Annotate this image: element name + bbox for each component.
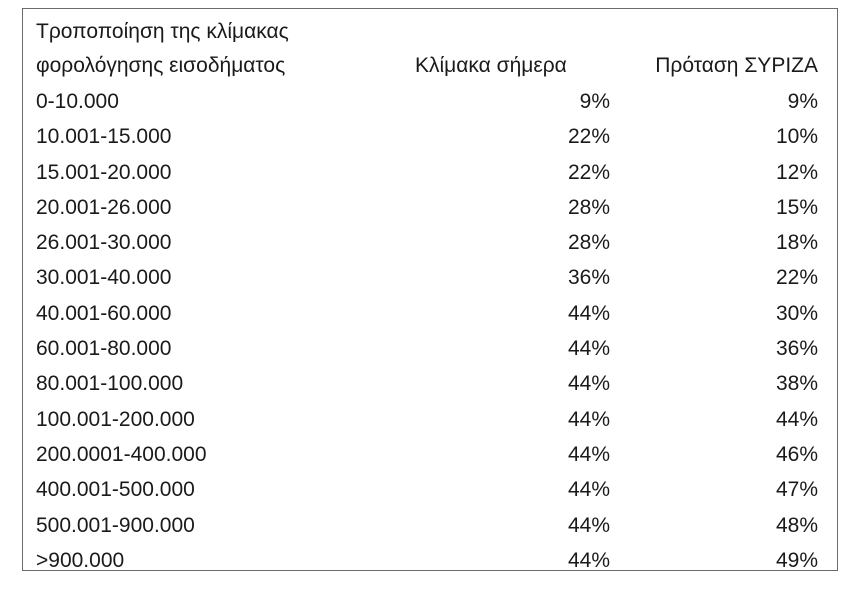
- table-row: 500.001-900.000 44% 48%: [23, 508, 837, 543]
- cell-proposed-rate: 30%: [775, 301, 818, 325]
- cell-income-range: 100.001-200.000: [36, 407, 195, 431]
- header-income-range-line2: φορολόγησης εισοδήματος: [36, 54, 286, 77]
- cell-income-range: 400.001-500.000: [36, 478, 195, 502]
- cell-proposed-rate: 22%: [775, 266, 818, 290]
- cell-income-range: 200.0001-400.000: [36, 442, 207, 466]
- table-row: 80.001-100.000 44% 38%: [23, 366, 837, 401]
- cell-current-rate: 44%: [567, 478, 610, 502]
- cell-proposed-rate: 12%: [775, 160, 818, 184]
- cell-income-range: >900.000: [36, 548, 125, 572]
- cell-income-range: 80.001-100.000: [36, 372, 184, 396]
- cell-income-range: 20.001-26.000: [36, 195, 172, 219]
- cell-proposed-rate: 10%: [775, 125, 818, 149]
- cell-current-rate: 44%: [567, 372, 610, 396]
- table-row: 20.001-26.000 28% 15%: [23, 190, 837, 225]
- cell-current-rate: 44%: [567, 513, 610, 537]
- cell-current-rate: 44%: [567, 548, 610, 572]
- cell-current-rate: 44%: [567, 301, 610, 325]
- table-row: 26.001-30.000 28% 18%: [23, 225, 837, 260]
- table-row: 60.001-80.000 44% 36%: [23, 331, 837, 366]
- cell-proposed-rate: 15%: [775, 195, 818, 219]
- table-row: 0-10.000 9% 9%: [23, 84, 837, 119]
- cell-proposed-rate: 47%: [775, 478, 818, 502]
- cell-income-range: 30.001-40.000: [36, 266, 172, 290]
- cell-proposed-rate: 18%: [775, 231, 818, 255]
- cell-proposed-rate: 9%: [787, 90, 818, 113]
- table-row: >900.000 44% 49%: [23, 543, 837, 578]
- header-current-scale: Κλίμακα σήμερα: [415, 54, 567, 77]
- cell-income-range: 40.001-60.000: [36, 301, 172, 325]
- cell-current-rate: 44%: [567, 337, 610, 361]
- header-income-range-line1: Τροποποίηση της κλίμακας: [36, 20, 289, 43]
- cell-current-rate: 28%: [567, 231, 610, 255]
- cell-current-rate: 28%: [567, 195, 610, 219]
- table-row: 200.0001-400.000 44% 46%: [23, 437, 837, 472]
- table-row: 100.001-200.000 44% 44%: [23, 402, 837, 437]
- table-row: 400.001-500.000 44% 47%: [23, 472, 837, 507]
- cell-current-rate: 9%: [579, 90, 610, 113]
- cell-current-rate: 22%: [567, 125, 610, 149]
- table-row: 40.001-60.000 44% 30%: [23, 296, 837, 331]
- cell-proposed-rate: 44%: [775, 407, 818, 431]
- cell-proposed-rate: 46%: [775, 442, 818, 466]
- cell-proposed-rate: 36%: [775, 337, 818, 361]
- header-income-range: Τροποποίηση της κλίμακας φορολόγησης εισ…: [36, 15, 289, 83]
- cell-income-range: 0-10.000: [36, 90, 119, 113]
- table-header: Τροποποίηση της κλίμακας φορολόγησης εισ…: [23, 9, 837, 85]
- cell-current-rate: 22%: [567, 160, 610, 184]
- table-row: 30.001-40.000 36% 22%: [23, 260, 837, 295]
- table-row: 10.001-15.000 22% 10%: [23, 119, 837, 154]
- cell-current-rate: 44%: [567, 407, 610, 431]
- table-body: 0-10.000 9% 9% 10.001-15.000 22% 10% 15.…: [23, 84, 837, 578]
- cell-income-range: 500.001-900.000: [36, 513, 195, 537]
- header-syriza-proposal: Πρόταση ΣΥΡΙΖΑ: [655, 54, 818, 77]
- cell-income-range: 10.001-15.000: [36, 125, 172, 149]
- tax-scale-table: Τροποποίηση της κλίμακας φορολόγησης εισ…: [22, 8, 838, 572]
- cell-current-rate: 44%: [567, 442, 610, 466]
- cell-proposed-rate: 48%: [775, 513, 818, 537]
- table-row: 15.001-20.000 22% 12%: [23, 155, 837, 190]
- cell-current-rate: 36%: [567, 266, 610, 290]
- cell-proposed-rate: 49%: [775, 548, 818, 572]
- cell-proposed-rate: 38%: [775, 372, 818, 396]
- cell-income-range: 60.001-80.000: [36, 337, 172, 361]
- cell-income-range: 26.001-30.000: [36, 231, 172, 255]
- cell-income-range: 15.001-20.000: [36, 160, 172, 184]
